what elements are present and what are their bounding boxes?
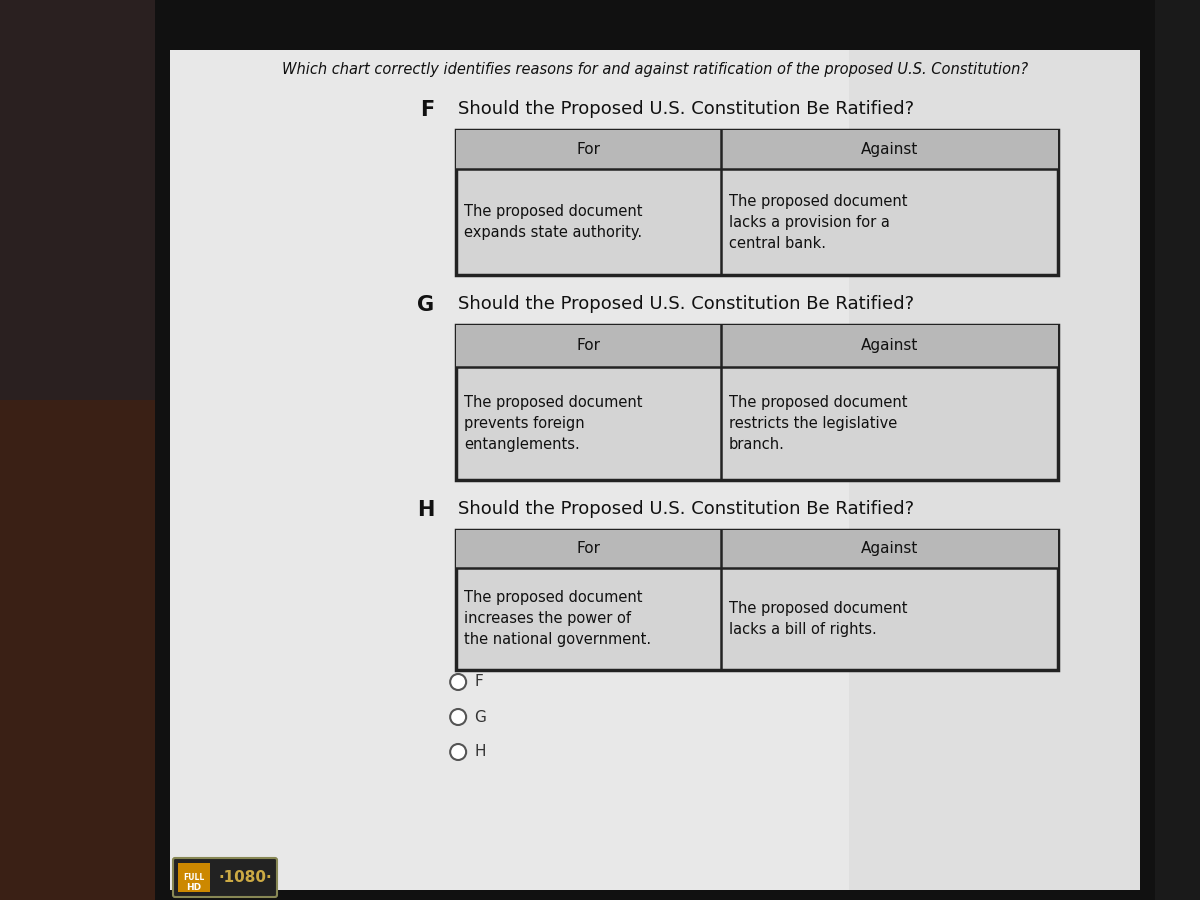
FancyBboxPatch shape bbox=[173, 858, 277, 897]
Text: The proposed document
lacks a bill of rights.: The proposed document lacks a bill of ri… bbox=[728, 601, 907, 637]
Bar bbox=[178, 863, 210, 892]
Text: HD: HD bbox=[186, 883, 202, 892]
Text: For: For bbox=[576, 338, 600, 354]
Bar bbox=[456, 530, 1057, 568]
Text: For: For bbox=[576, 142, 600, 157]
Bar bbox=[456, 130, 1057, 275]
Text: G: G bbox=[418, 295, 434, 315]
Circle shape bbox=[450, 674, 466, 690]
Bar bbox=[170, 50, 1140, 890]
Bar bbox=[456, 325, 1057, 367]
Text: Which chart correctly identifies reasons for and against ratification of the pro: Which chart correctly identifies reasons… bbox=[282, 62, 1028, 77]
Bar bbox=[0, 400, 170, 900]
Text: Should the Proposed U.S. Constitution Be Ratified?: Should the Proposed U.S. Constitution Be… bbox=[458, 100, 914, 118]
Text: H: H bbox=[474, 744, 486, 760]
Text: The proposed document
lacks a provision for a
central bank.: The proposed document lacks a provision … bbox=[728, 194, 907, 250]
Bar bbox=[0, 0, 170, 900]
Text: Should the Proposed U.S. Constitution Be Ratified?: Should the Proposed U.S. Constitution Be… bbox=[458, 500, 914, 518]
Bar bbox=[155, 40, 1154, 900]
Bar bbox=[456, 530, 1057, 670]
Text: FULL: FULL bbox=[184, 873, 205, 882]
Text: ·1080·: ·1080· bbox=[220, 870, 272, 886]
Text: F: F bbox=[474, 674, 482, 689]
Text: Against: Against bbox=[860, 542, 918, 556]
Text: Against: Against bbox=[860, 142, 918, 157]
Bar bbox=[850, 50, 1140, 890]
Text: G: G bbox=[474, 709, 486, 725]
Text: For: For bbox=[576, 542, 600, 556]
Text: The proposed document
restricts the legislative
branch.: The proposed document restricts the legi… bbox=[728, 395, 907, 452]
Text: H: H bbox=[416, 500, 434, 520]
Text: The proposed document
expands state authority.: The proposed document expands state auth… bbox=[464, 204, 643, 240]
Bar bbox=[456, 325, 1057, 480]
Text: Should the Proposed U.S. Constitution Be Ratified?: Should the Proposed U.S. Constitution Be… bbox=[458, 295, 914, 313]
Circle shape bbox=[450, 744, 466, 760]
Bar bbox=[155, 0, 1154, 50]
Circle shape bbox=[450, 709, 466, 725]
Text: Against: Against bbox=[860, 338, 918, 354]
Text: The proposed document
increases the power of
the national government.: The proposed document increases the powe… bbox=[464, 590, 652, 647]
Text: The proposed document
prevents foreign
entanglements.: The proposed document prevents foreign e… bbox=[464, 395, 643, 452]
Bar bbox=[456, 130, 1057, 169]
Text: F: F bbox=[420, 100, 434, 120]
